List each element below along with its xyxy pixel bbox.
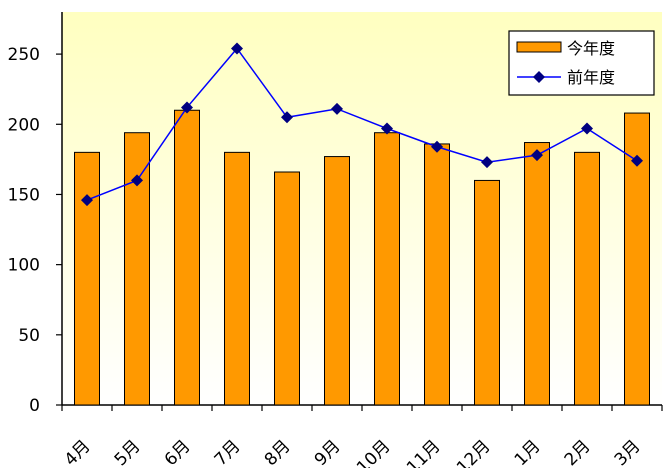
bar [224, 151, 250, 406]
bar [174, 109, 200, 406]
x-tick-label: 10月 [353, 436, 394, 468]
legend-label: 今年度 [567, 39, 615, 58]
bar [74, 151, 100, 406]
y-tick-label: 200 [8, 115, 40, 135]
bar [424, 143, 450, 406]
bar [324, 156, 350, 406]
bar [574, 151, 600, 406]
x-tick-label: 1月 [511, 436, 545, 468]
x-tick-label: 12月 [453, 436, 494, 468]
x-axis: 4月 5月 6月 7月 8月 9月 10月 11月 12月 1月 2月 3月 [61, 404, 663, 468]
series-line [86, 47, 638, 201]
line-point [481, 156, 493, 169]
line-point [631, 154, 643, 167]
line-point [81, 194, 93, 207]
x-tick-label: 9月 [311, 436, 345, 468]
line-point [431, 140, 443, 153]
bar [374, 132, 400, 406]
y-tick-label: 100 [8, 256, 40, 276]
bar [474, 179, 500, 406]
line-point [231, 42, 243, 55]
y-tick-label: 250 [8, 45, 40, 65]
line-point [281, 111, 293, 124]
line-point [131, 174, 143, 187]
line-point [381, 122, 393, 135]
line-series [81, 42, 643, 207]
bar [124, 132, 150, 406]
legend-swatch-marker [533, 71, 545, 83]
bar [524, 142, 550, 406]
y-axis: 0 50 100 150 200 250 [8, 12, 63, 416]
x-tick-label: 2月 [561, 436, 595, 468]
bar-series [74, 109, 650, 406]
y-tick-label: 50 [18, 326, 40, 346]
bar [274, 171, 300, 406]
x-tick-label: 8月 [261, 436, 295, 468]
y-tick-label: 150 [8, 185, 40, 205]
x-tick-label: 3月 [611, 436, 645, 468]
x-tick-label: 11月 [403, 436, 444, 468]
x-tick-label: 6月 [161, 436, 195, 468]
x-tick-label: 7月 [211, 436, 245, 468]
line-point [581, 122, 593, 135]
legend-label: 前年度 [567, 68, 615, 87]
line-point [331, 102, 343, 115]
line-point [531, 149, 543, 162]
y-tick-label: 0 [29, 396, 40, 416]
x-tick-label: 5月 [111, 436, 145, 468]
line-point [181, 101, 193, 114]
x-tick-label: 4月 [61, 436, 95, 468]
legend-swatch-bar [516, 41, 562, 53]
